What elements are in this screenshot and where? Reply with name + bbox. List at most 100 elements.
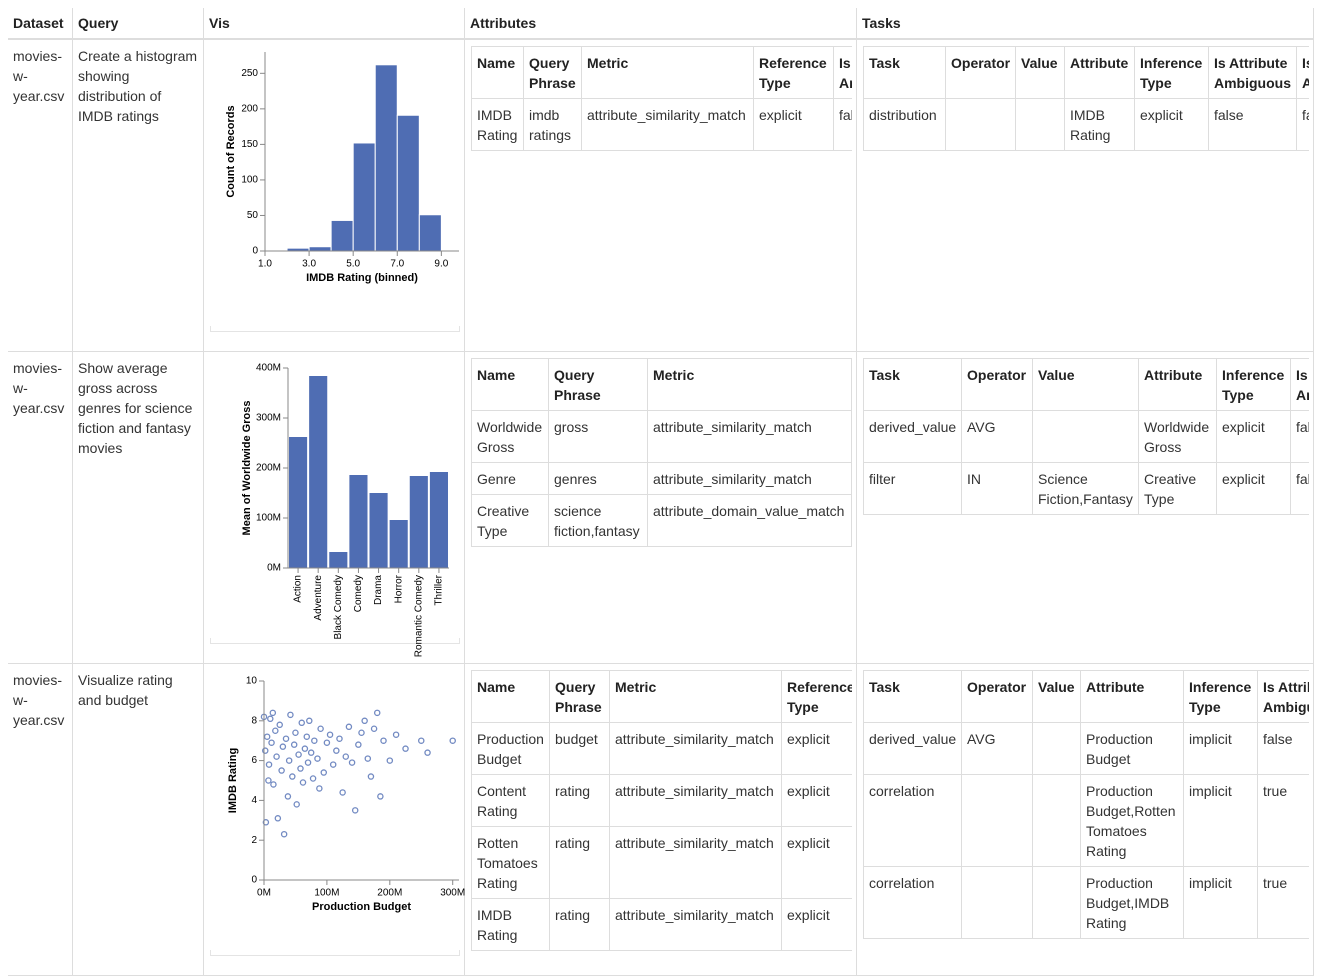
scrollbar [210,326,460,332]
cell: Science Fiction,Fantasy [1032,462,1139,515]
column-header: Attributes [465,8,857,40]
point [282,735,290,742]
point [274,815,282,822]
point [267,715,274,723]
cell: true [1257,866,1309,939]
point [345,723,353,731]
y-tick-label: 4 [251,795,257,806]
y-tick-label: 100 [241,175,258,186]
point [418,737,425,744]
y-tick-label: 300M [256,413,281,424]
cell: explicit [753,98,834,151]
tasks-scroll: Task Operator Value Attribute Inference Type… [863,358,1309,658]
point [377,793,384,800]
cell: rating [549,898,610,951]
cell: implicit [1183,774,1258,867]
point [269,709,277,717]
point [342,753,350,760]
attributes-scroll: Name Query Phrase Metric Worldwide Gross gro… [471,358,852,658]
header-cell: Name [471,358,549,411]
cell: IMDB Rating [471,898,550,951]
point [402,745,409,752]
page: {"table": {"headers": ["Dataset", "Query… [8,8,1314,976]
cell: science fiction,fantasy [548,494,648,547]
cell: Production Budget,IMDB Rating [1080,866,1184,939]
y-tick-label: 6 [251,755,257,766]
bar [369,493,388,568]
cell [1015,98,1065,151]
cell: explicit [1216,410,1291,463]
cell: derived_value [863,410,962,463]
header-row: Name Query Phrase Metric Reference Type [471,670,852,723]
cell: genres [548,462,648,495]
query-cell: Show average gross across genres for sci… [73,352,204,664]
attributes-scroll: Name Query Phrase Metric Reference Type Is A… [471,46,852,346]
header-cell: Operator [945,46,1016,99]
cell [1032,410,1139,463]
cell: IMDB Rating [471,98,524,151]
column-header: Tasks [857,8,1314,40]
cell [961,866,1033,939]
header-cell: Name [471,46,524,99]
bar [308,246,332,252]
column-header: Dataset [8,8,73,40]
row: derived_value AVG Worldwide Gross explicit f… [863,410,1309,463]
point [262,747,269,754]
cell: false [1296,98,1309,151]
y-axis-title: Mean of Worldwide Gross [241,401,253,536]
tasks-scroll: Task Operator Value Attribute Inference Type… [863,46,1309,346]
x-tick-label: 1.0 [258,259,272,270]
point [279,743,287,750]
header-cell: Query Phrase [549,670,610,723]
point [329,761,337,768]
point [367,773,375,780]
header-row: Name Query Phrase Metric [471,358,852,411]
x-tick-label: Drama [373,575,384,605]
cell: explicit [781,898,852,951]
cell: Production Budget [1080,722,1184,775]
cell: gross [548,410,648,463]
attributes-cell [465,352,857,664]
cell: explicit [1216,462,1291,515]
bar [418,214,442,252]
bar [409,476,428,568]
cell: budget [549,722,610,775]
point [386,757,394,764]
x-tick-label: Thriller [434,574,445,605]
x-tick-label: Adventure [313,575,324,621]
cell: Worldwide Gross [1138,410,1217,463]
header-cell: Task [863,670,962,723]
cell: filter [863,462,962,515]
bar [349,475,368,568]
point [424,749,431,756]
point [333,747,340,754]
y-tick-label: 50 [247,210,259,221]
point [364,755,372,762]
point [297,765,304,772]
row: correlation Production Budget,Rotten Toma… [863,774,1309,867]
row: IMDB Rating imdb ratings attribute_similar… [471,98,852,151]
attributes-table: Name Query Phrase Metric Reference Type Prod… [471,670,852,951]
point [392,731,400,738]
header-cell: Value [1015,46,1065,99]
cell: false [833,98,852,151]
column-header: Query [73,8,204,40]
header-cell: Operator [961,670,1033,723]
cell: attribute_similarity_match [581,98,754,151]
cell: true [1257,774,1309,867]
row: Genre genres attribute_similarity_match [471,462,852,495]
header-cell: Operator [961,358,1033,411]
cell [961,774,1033,867]
point [287,711,294,719]
cell: Production Budget,Rotten Tomatoes Rating [1080,774,1184,867]
header-cell: Reference Type [781,670,852,723]
y-tick-label: 400M [256,363,281,374]
cell: false [1208,98,1297,151]
x-tick-label: 7.0 [390,259,404,270]
point [285,757,293,764]
row: Rotten Tomatoes Rating rating attribute_si… [471,826,852,899]
point [336,735,343,742]
x-tick-label: Romantic Comedy [413,575,424,657]
point [276,721,283,729]
header-cell: Task [863,46,946,99]
